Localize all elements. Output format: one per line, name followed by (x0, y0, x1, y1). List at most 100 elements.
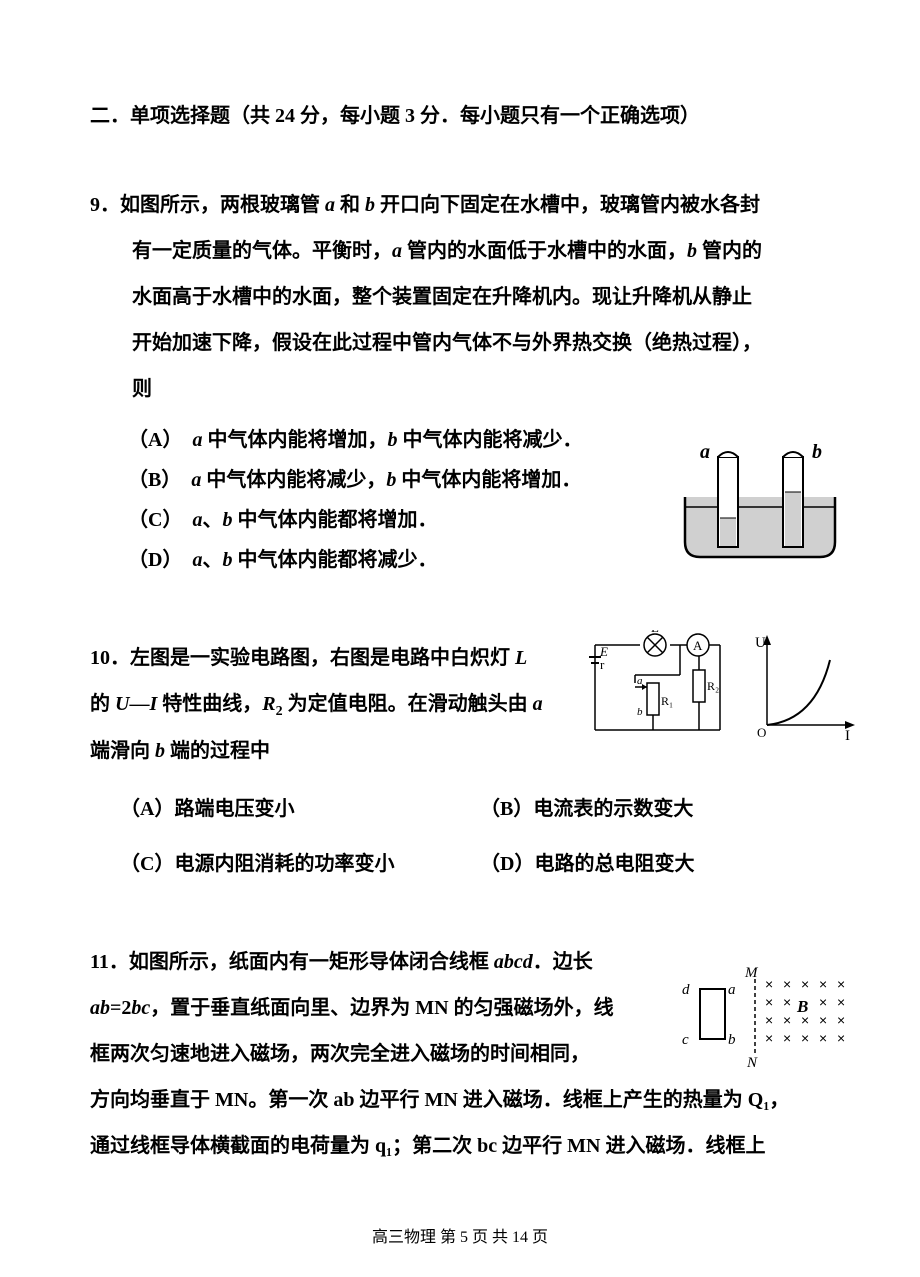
svg-text:I: I (845, 728, 850, 744)
svg-text:a: a (637, 675, 643, 687)
q10-text: 的 (90, 693, 115, 715)
q9-number: 9． (90, 194, 120, 216)
q10-text: 端的过程中 (165, 740, 270, 762)
q9-a: a (325, 194, 335, 216)
q10-R2: R (262, 693, 275, 715)
svg-text:N: N (746, 1055, 758, 1071)
q10-option-c: （C）电源内阻消耗的功率变小 (120, 844, 480, 884)
svg-text:×: × (783, 1030, 791, 1046)
svg-text:c: c (682, 1032, 689, 1048)
svg-text:×: × (837, 994, 845, 1010)
q11-number: 11． (90, 951, 129, 973)
q9-label-a: a (700, 442, 710, 463)
svg-text:R₁: R₁ (661, 694, 673, 708)
question-9: 9．如图所示，两根玻璃管 a 和 b 开口向下固定在水槽中，玻璃管内被水各封 有… (90, 182, 830, 580)
q11-text: 框两次匀速地进入磁场，两次完全进入磁场的时间相同， (90, 1031, 680, 1077)
opt-text: 、 (202, 549, 222, 571)
svg-text:r: r (600, 657, 605, 672)
svg-text:×: × (801, 976, 809, 992)
svg-text:A: A (693, 638, 703, 653)
q11-text: 方向均垂直于 MN。第一次 ab 边平行 MN 进入磁场．线框上产生的热量为 Q… (90, 1077, 830, 1123)
q11-text: 如图所示，纸面内有一矩形导体闭合线框 (129, 951, 494, 973)
q10-R2-sub: 2 (276, 704, 283, 719)
svg-text:×: × (765, 976, 773, 992)
var-a: a (192, 429, 202, 451)
q9-text: 如图所示，两根玻璃管 (120, 194, 325, 216)
var-a: a (191, 469, 201, 491)
question-11: 11．如图所示，纸面内有一矩形导体闭合线框 abcd．边长 ab=2bc，置于垂… (90, 939, 830, 1169)
svg-text:d: d (682, 982, 690, 998)
svg-text:a: a (728, 982, 736, 998)
svg-text:O: O (757, 725, 766, 740)
svg-text:b: b (637, 706, 643, 718)
svg-text:L: L (651, 630, 659, 635)
svg-text:×: × (819, 976, 827, 992)
q10-dash: — (129, 693, 149, 715)
q10-option-a: （A）路端电压变小 (120, 789, 480, 829)
q9-figure: a b (670, 442, 850, 562)
var-b: b (386, 469, 396, 491)
svg-text:B: B (796, 997, 808, 1016)
opt-text: 中气体内能将增加， (202, 429, 387, 451)
q9-text: 水面高于水槽中的水面，整个装置固定在升降机内。现让升降机从静止 (132, 274, 830, 320)
q10-text: 端滑向 (90, 740, 155, 762)
svg-text:×: × (837, 1012, 845, 1028)
q9-b: b (365, 194, 375, 216)
q11-text: 通过线框导体横截面的电荷量为 q₁；第二次 bc 边平行 MN 进入磁场．线框上 (90, 1123, 830, 1169)
q10-number: 10． (90, 647, 130, 669)
q9-a: a (392, 240, 402, 262)
q9-text: 管内的水面低于水槽中的水面， (402, 240, 687, 262)
q11-abcd: abcd (494, 951, 533, 973)
svg-text:×: × (765, 1030, 773, 1046)
opt-label: （D） (128, 549, 182, 571)
page-footer: 高三物理 第 5 页 共 14 页 (0, 1223, 920, 1247)
q10-figure: E r L A a b R₁ (585, 630, 860, 750)
svg-text:×: × (819, 994, 827, 1010)
q9-text: 开口向下固定在水槽中，玻璃管内被水各封 (375, 194, 760, 216)
q10-b: b (155, 740, 165, 762)
svg-text:×: × (765, 994, 773, 1010)
q11-figure: d a c b M N ××××× ×××× ××××× ××××× B (670, 964, 860, 1074)
opt-text: 中气体内能都将减少． (232, 549, 437, 571)
q9-b: b (687, 240, 697, 262)
q9-text: 和 (335, 194, 365, 216)
q11-text: ，置于垂直纸面向里、边界为 MN 的匀强磁场外，线 (150, 997, 613, 1019)
q9-text: 则 (132, 366, 830, 412)
opt-label: （A） (128, 429, 182, 451)
q9-label-b: b (812, 442, 822, 463)
svg-text:U: U (755, 635, 766, 651)
q11-text: ．边长 (533, 951, 593, 973)
q10-U: U (115, 693, 129, 715)
q10-L: L (515, 647, 527, 669)
var-a: a (192, 509, 202, 531)
var-a: a (192, 549, 202, 571)
question-10: 10．左图是一实验电路图，右图是电路中白炽灯 L 的 U—I 特性曲线，R2 为… (90, 635, 830, 884)
svg-text:R₂: R₂ (707, 679, 719, 693)
svg-text:×: × (783, 1012, 791, 1028)
q10-option-d: （D）电路的总电阻变大 (480, 844, 830, 884)
q10-text: 为定值电阻。在滑动触头由 (283, 693, 533, 715)
svg-text:×: × (765, 1012, 773, 1028)
q10-a: a (533, 693, 543, 715)
svg-text:×: × (837, 1030, 845, 1046)
var-b: b (222, 549, 232, 571)
svg-text:×: × (819, 1030, 827, 1046)
opt-text: 中气体内能将减少， (201, 469, 386, 491)
q9-text: 开始加速下降，假设在此过程中管内气体不与外界热交换（绝热过程）， (132, 320, 830, 366)
svg-text:×: × (783, 976, 791, 992)
svg-text:b: b (728, 1032, 736, 1048)
opt-text: 中气体内能将增加． (396, 469, 581, 491)
opt-label: （B） (128, 469, 181, 491)
var-b: b (222, 509, 232, 531)
q11-ab: ab (90, 997, 110, 1019)
svg-text:×: × (801, 1030, 809, 1046)
svg-text:×: × (819, 1012, 827, 1028)
var-b: b (387, 429, 397, 451)
svg-text:M: M (744, 965, 759, 981)
q9-text: 管内的 (697, 240, 762, 262)
opt-text: 、 (202, 509, 222, 531)
q11-eq: =2 (110, 997, 131, 1019)
q10-text: 左图是一实验电路图，右图是电路中白炽灯 (130, 647, 515, 669)
q11-bc: bc (131, 997, 150, 1019)
q10-option-b: （B）电流表的示数变大 (480, 789, 830, 829)
